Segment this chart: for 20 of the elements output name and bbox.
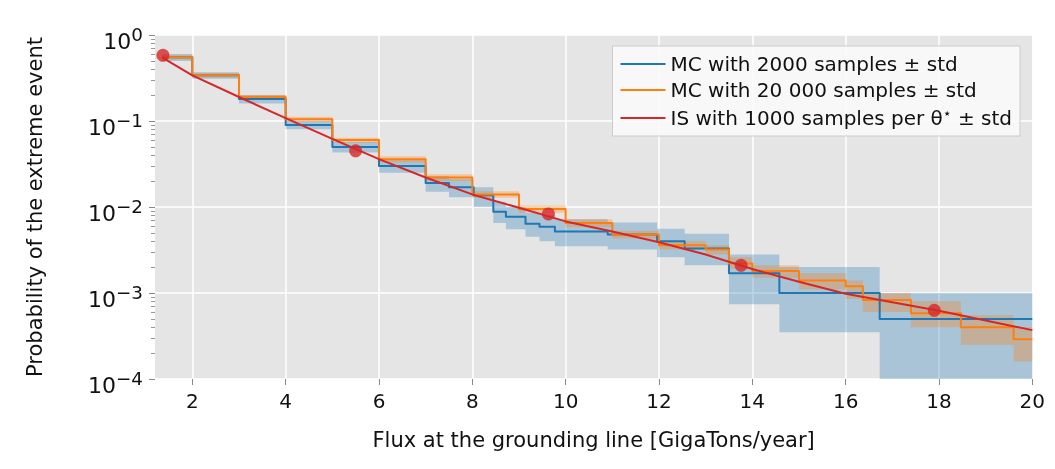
x-tick-label: 20	[1019, 389, 1045, 413]
x-tick-label: 10	[552, 389, 579, 413]
legend-label: MC with 20 000 samples ± std	[670, 78, 977, 102]
y-axis-title: Probability of the extreme event	[22, 37, 47, 377]
x-tick-label: 2	[185, 389, 199, 413]
y-tick-label: 10$^{0}$	[103, 23, 143, 55]
x-tick-label: 4	[279, 389, 293, 413]
legend-label: IS with 1000 samples per θ⋆ ± std	[670, 105, 1013, 130]
x-tick-label: 8	[465, 389, 479, 413]
y-tick-label: 10$^{−3}$	[87, 281, 143, 313]
x-tick-label: 16	[832, 389, 859, 413]
y-tick-label: 10$^{−1}$	[87, 109, 143, 141]
x-tick-label: 18	[926, 389, 952, 413]
x-tick-label: 6	[372, 389, 386, 413]
x-axis-title: Flux at the grounding line [GigaTons/year]	[372, 427, 815, 452]
x-tick-label: 12	[646, 389, 672, 413]
y-tick-label: 10$^{−4}$	[87, 367, 143, 399]
legend-label: MC with 2000 samples ± std	[670, 52, 958, 76]
y-tick-label: 10$^{−2}$	[87, 195, 143, 227]
x-tick-label: 14	[739, 389, 766, 413]
